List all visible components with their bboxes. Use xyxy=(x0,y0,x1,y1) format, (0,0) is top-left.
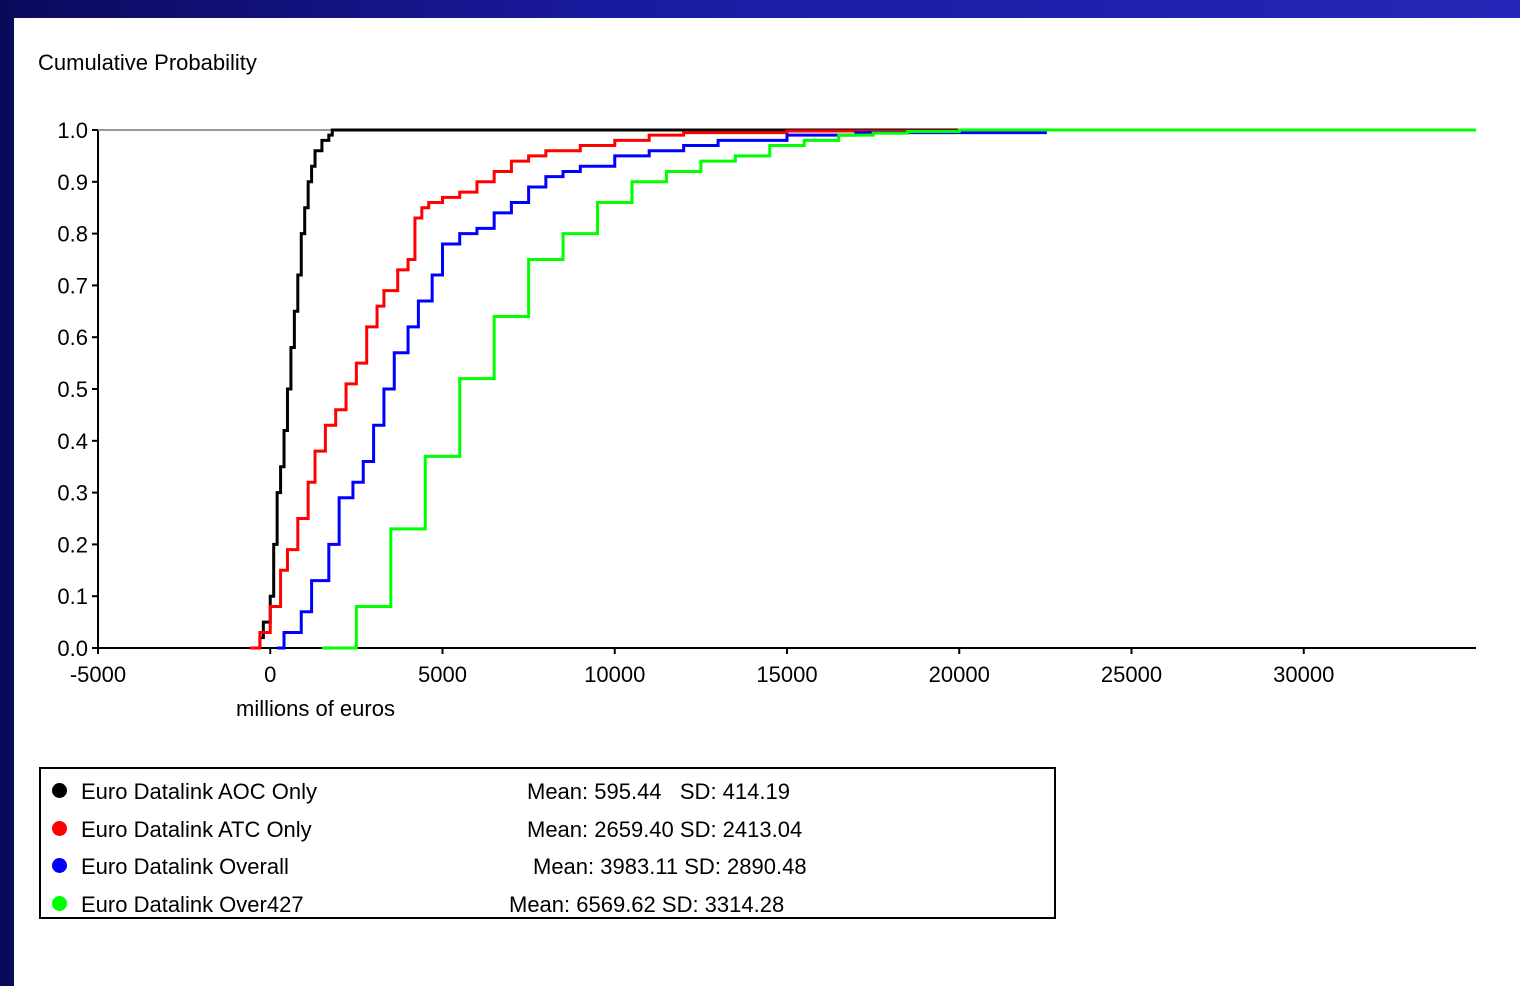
x-axis-label: millions of euros xyxy=(236,696,395,721)
x-tick-label: 25000 xyxy=(1101,662,1162,687)
y-tick-label: 0.8 xyxy=(57,222,88,247)
y-tick-label: 0.7 xyxy=(57,273,88,298)
axis-ticks: 0.0 0.1 0.2 0.3 0.4 0.5 0.6 0.7 0.8 0.9 1.0 -5000 0 5… xyxy=(57,118,1334,687)
series-lines xyxy=(249,128,1476,650)
legend-item: Euro Datalink Over427 Mean: 6569.62 SD: 3… xyxy=(41,888,1054,924)
y-tick-label: 0.6 xyxy=(57,325,88,350)
y-tick-label: 0.9 xyxy=(57,170,88,195)
legend-marker xyxy=(52,858,67,873)
series-line-3 xyxy=(277,128,1476,650)
legend-stats: Mean: 6569.62 SD: 3314.28 xyxy=(509,891,785,917)
legend-label: Euro Datalink ATC Only xyxy=(81,816,312,842)
x-tick-label: 30000 xyxy=(1273,662,1334,687)
x-tick-label: 15000 xyxy=(756,662,817,687)
legend-label: Euro Datalink AOC Only xyxy=(81,779,317,804)
series-line-2 xyxy=(249,128,1476,650)
y-tick-label: 1.0 xyxy=(57,118,88,143)
legend-item: Euro Datalink AOC Only Mean: 595.44 SD: 4… xyxy=(41,775,1054,811)
legend-item: Euro Datalink ATC Only Mean: 2659.40 SD: … xyxy=(41,813,1054,849)
x-tick-label: 5000 xyxy=(418,662,467,687)
legend-marker xyxy=(52,783,67,798)
x-tick-label: 20000 xyxy=(929,662,990,687)
y-tick-label: 0.4 xyxy=(57,429,88,454)
legend: Euro Datalink AOC Only Mean: 595.44 SD: 4… xyxy=(39,767,1056,919)
legend-stats: Mean: 3983.11 SD: 2890.48 xyxy=(533,854,807,879)
legend-marker xyxy=(52,895,67,911)
y-axis-label: Cumulative Probability xyxy=(38,50,257,75)
x-tick-label: -5000 xyxy=(70,662,126,687)
x-tick-label: 10000 xyxy=(584,662,645,687)
series-line-4 xyxy=(321,128,1476,650)
legend-stats: Mean: 2659.40 SD: 2413.04 xyxy=(527,816,803,842)
x-tick-label: 0 xyxy=(264,662,276,687)
y-tick-label: 0.5 xyxy=(57,377,88,402)
y-tick-label: 0.0 xyxy=(57,636,88,661)
legend-label: Euro Datalink Over427 xyxy=(81,891,304,917)
cdf-chart: Cumulative Probability 0.00.10.20.30.40.… xyxy=(38,50,1476,721)
y-tick-label: 0.2 xyxy=(57,532,88,557)
legend-marker xyxy=(52,820,67,836)
chart-panel: Cumulative Probability 0.0 0.1 0.2 0.3 0.4 0.… xyxy=(14,18,1520,986)
y-tick-label: 0.3 xyxy=(57,481,88,506)
legend-label: Euro Datalink Overall xyxy=(81,854,289,879)
y-tick-label: 0.1 xyxy=(57,584,88,609)
legend-stats: Mean: 595.44 SD: 414.19 xyxy=(527,779,790,804)
legend-item: Euro Datalink Overall Mean: 3983.11 SD: 2… xyxy=(41,850,1054,886)
series-line-1 xyxy=(253,128,1476,650)
